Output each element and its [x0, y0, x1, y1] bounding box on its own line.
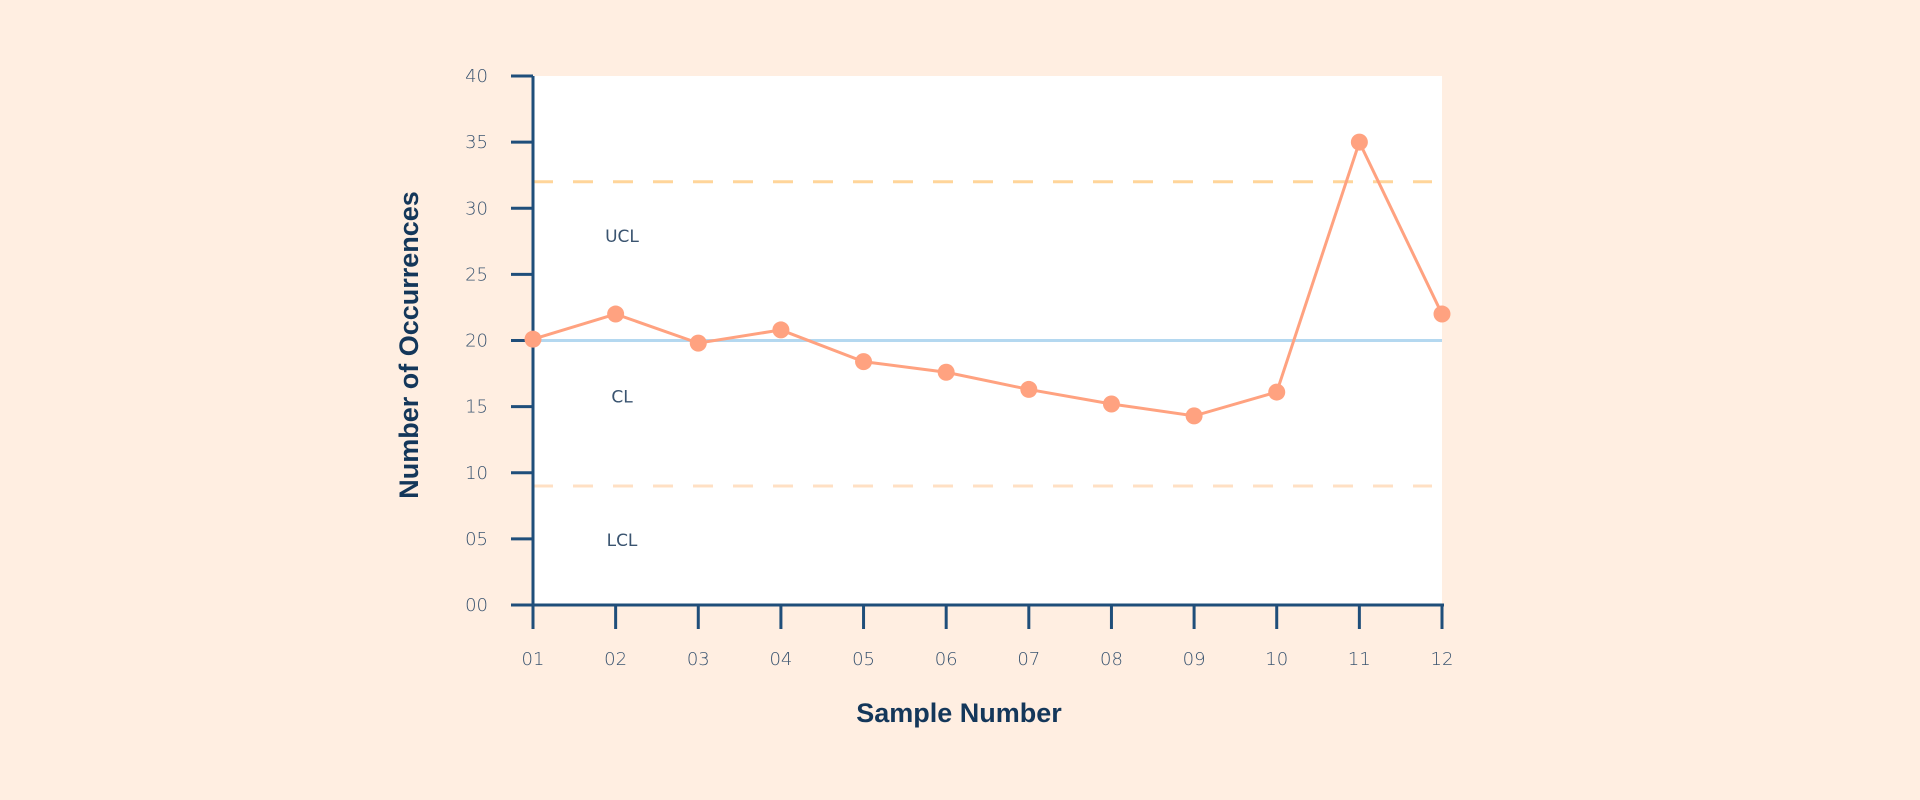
- lcl-label: LCL: [607, 531, 638, 551]
- data-point: [1268, 383, 1286, 401]
- x-tick-label: 09: [1183, 649, 1206, 670]
- x-tick-label: 01: [522, 649, 545, 670]
- data-point: [772, 321, 790, 339]
- x-tick-label: 07: [1017, 649, 1040, 670]
- data-point: [1433, 305, 1451, 323]
- x-tick-label: 08: [1100, 649, 1123, 670]
- x-tick-label: 05: [852, 649, 875, 670]
- y-tick-label: 35: [465, 132, 488, 153]
- x-tick-label: 06: [935, 649, 958, 670]
- cl-label: CL: [611, 388, 633, 408]
- data-point: [689, 334, 707, 352]
- data-point: [1102, 395, 1120, 413]
- y-tick-label: 25: [465, 264, 488, 285]
- x-tick-label: 10: [1265, 649, 1288, 670]
- data-point: [937, 363, 955, 381]
- y-tick-label: 20: [465, 331, 488, 352]
- data-point: [524, 330, 542, 348]
- x-tick-label: 12: [1431, 649, 1454, 670]
- y-tick-label: 10: [465, 463, 488, 484]
- x-tick-label: 11: [1348, 649, 1371, 670]
- y-tick-label: 00: [465, 595, 488, 616]
- ucl-label: UCL: [605, 227, 639, 247]
- x-axis-title: Sample Number: [856, 698, 1062, 728]
- y-tick-label: 30: [465, 198, 488, 219]
- x-tick-label: 02: [604, 649, 627, 670]
- data-point: [1350, 133, 1368, 151]
- data-point: [1020, 380, 1038, 398]
- y-tick-label: 05: [465, 529, 488, 550]
- y-axis-title: Number of Occurrences: [394, 191, 424, 499]
- y-tick-label: 15: [465, 397, 488, 418]
- data-point: [1185, 407, 1203, 425]
- x-tick-label: 03: [687, 649, 710, 670]
- data-point: [855, 353, 873, 371]
- series-line: [532, 138, 1444, 418]
- x-tick-label: 04: [769, 649, 792, 670]
- y-tick-label: 40: [465, 66, 488, 87]
- data-point: [607, 305, 625, 323]
